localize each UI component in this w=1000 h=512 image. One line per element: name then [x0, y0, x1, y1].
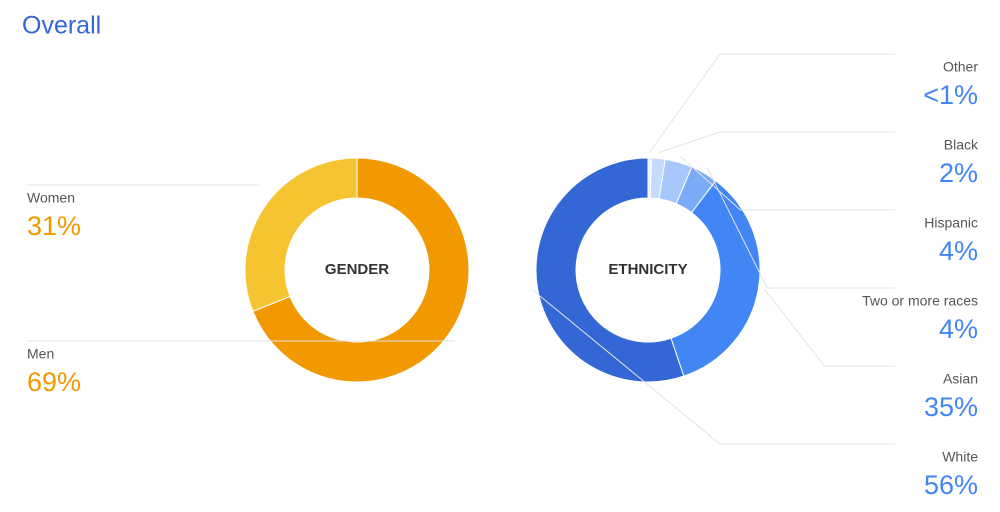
category-label: Two or more races [862, 293, 978, 309]
donut-center-label: ETHNICITY [608, 261, 687, 278]
value-label: 2% [939, 158, 978, 188]
donut-slice [535, 157, 685, 383]
value-label: 31% [27, 211, 81, 241]
category-label: White [942, 449, 978, 465]
value-label: 4% [939, 314, 978, 344]
leader-line [764, 288, 895, 367]
donut-slice [252, 157, 470, 383]
value-label: 69% [27, 367, 81, 397]
leader-line [649, 53, 895, 153]
category-label: Hispanic [924, 215, 978, 231]
page-title: Overall [22, 12, 101, 40]
leader-line [706, 167, 895, 289]
leader-line [658, 131, 895, 153]
value-label: <1% [923, 80, 978, 110]
value-label: 4% [939, 236, 978, 266]
donut-center-label: GENDER [325, 261, 389, 278]
value-label: 56% [924, 470, 978, 500]
value-label: 35% [924, 392, 978, 422]
category-label: Other [943, 59, 978, 75]
category-label: Men [27, 346, 54, 362]
category-label: Women [27, 190, 75, 206]
category-label: Asian [943, 371, 978, 387]
category-label: Black [944, 137, 979, 153]
donut-slice [244, 157, 358, 312]
leader-line [531, 288, 895, 445]
leader-line [680, 156, 895, 211]
